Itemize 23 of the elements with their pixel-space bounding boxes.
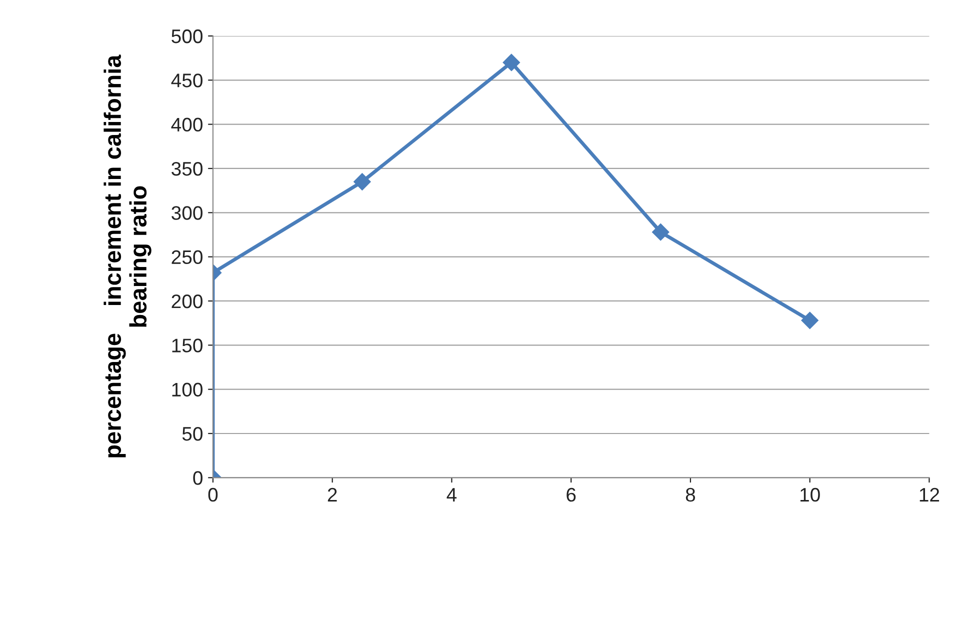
point [801, 312, 818, 329]
y-tick-label: 200 [172, 294, 202, 308]
y-tick-label: 0 [193, 471, 202, 485]
x-tick-label: 2 [328, 488, 337, 502]
x-tick-label: 0 [208, 488, 218, 502]
x-tick-label: 12 [920, 488, 940, 502]
point [502, 54, 520, 72]
y-tick-label: 500 [172, 29, 202, 44]
x-tick-label: 6 [566, 488, 576, 502]
y-tick-label: 350 [172, 162, 202, 176]
y-tick-label: 50 [182, 426, 202, 441]
y-tick-label: 250 [172, 250, 202, 264]
y-tick-label: 100 [172, 382, 202, 397]
point [354, 173, 371, 190]
y-tick-label: 450 [171, 74, 202, 88]
point [652, 224, 670, 241]
x-tick-label: 8 [686, 488, 696, 502]
x-tick-label: 10 [800, 488, 820, 502]
y-axis-title: percentage increment in california bearing ratio [104, 54, 152, 458]
x-tick-label: 4 [446, 488, 457, 502]
y-tick-label: 400 [171, 118, 202, 132]
y-tick-label: 150 [172, 338, 202, 352]
y-tick-label: 300 [172, 206, 202, 220]
